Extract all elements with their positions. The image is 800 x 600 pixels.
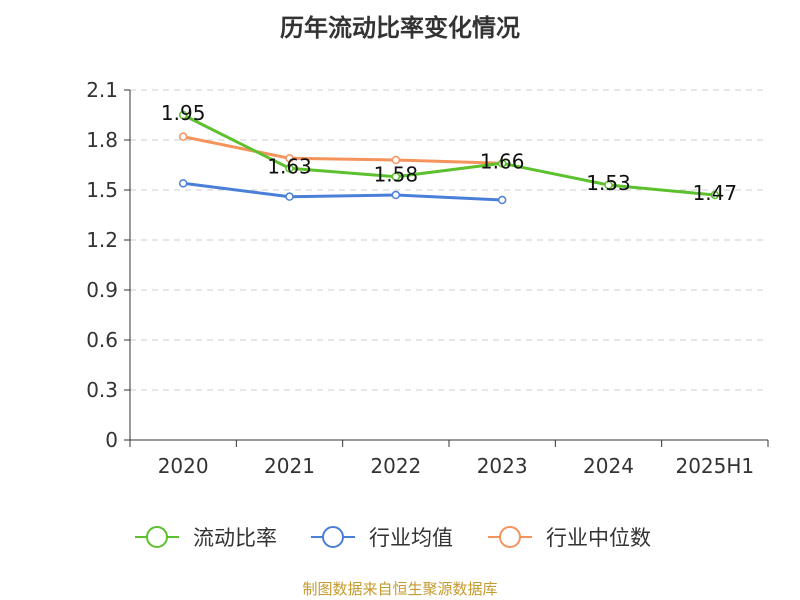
series-line-2 [182, 135, 503, 165]
x-tick-label: 2021 [264, 454, 315, 478]
data-label: 1.47 [693, 181, 738, 205]
source-note: 制图数据来自恒生聚源数据库 [302, 580, 498, 598]
data-label: 1.63 [267, 154, 312, 178]
y-tick-label: 0.6 [86, 328, 118, 352]
y-tick-label: 1.5 [86, 178, 118, 202]
data-point [285, 154, 294, 163]
y-tick-label: 0 [105, 428, 118, 452]
legend-marker [499, 526, 521, 548]
data-point [285, 164, 294, 173]
data-point [178, 132, 188, 141]
data-label: 1.53 [586, 171, 631, 195]
y-tick-label: 1.8 [86, 128, 118, 152]
x-tick-label: 2023 [477, 454, 528, 478]
legend-marker [322, 526, 344, 548]
x-tick-label: 2024 [583, 454, 634, 478]
y-tick-label: 0.9 [86, 278, 118, 302]
legend-marker [146, 526, 168, 548]
y-tick-label: 0.3 [86, 378, 118, 402]
x-tick-label: 2022 [370, 454, 421, 478]
x-tick-label: 2020 [158, 454, 209, 478]
data-point [497, 159, 507, 168]
data-point [391, 172, 401, 181]
data-label: 1.95 [161, 101, 206, 125]
y-tick-label: 2.1 [86, 78, 118, 102]
data-point [710, 190, 720, 200]
data-point [178, 110, 188, 120]
series-line-0 [182, 113, 715, 197]
chart-title: 历年流动比率变化情况 [280, 14, 520, 42]
data-point [604, 180, 613, 190]
x-tick-label: 2025H1 [675, 454, 754, 478]
data-label: 1.66 [480, 149, 525, 173]
data-point [391, 155, 401, 165]
y-tick-label: 1.2 [86, 228, 118, 252]
data-point [178, 179, 188, 188]
legend-label: 流动比率 [193, 526, 277, 550]
series-line-1 [183, 181, 503, 202]
legend-label: 行业中位数 [546, 526, 651, 550]
legend-label: 行业均值 [369, 526, 453, 550]
data-point [497, 195, 507, 205]
data-label: 1.58 [374, 163, 419, 187]
data-point [285, 192, 294, 201]
data-point [391, 190, 401, 200]
